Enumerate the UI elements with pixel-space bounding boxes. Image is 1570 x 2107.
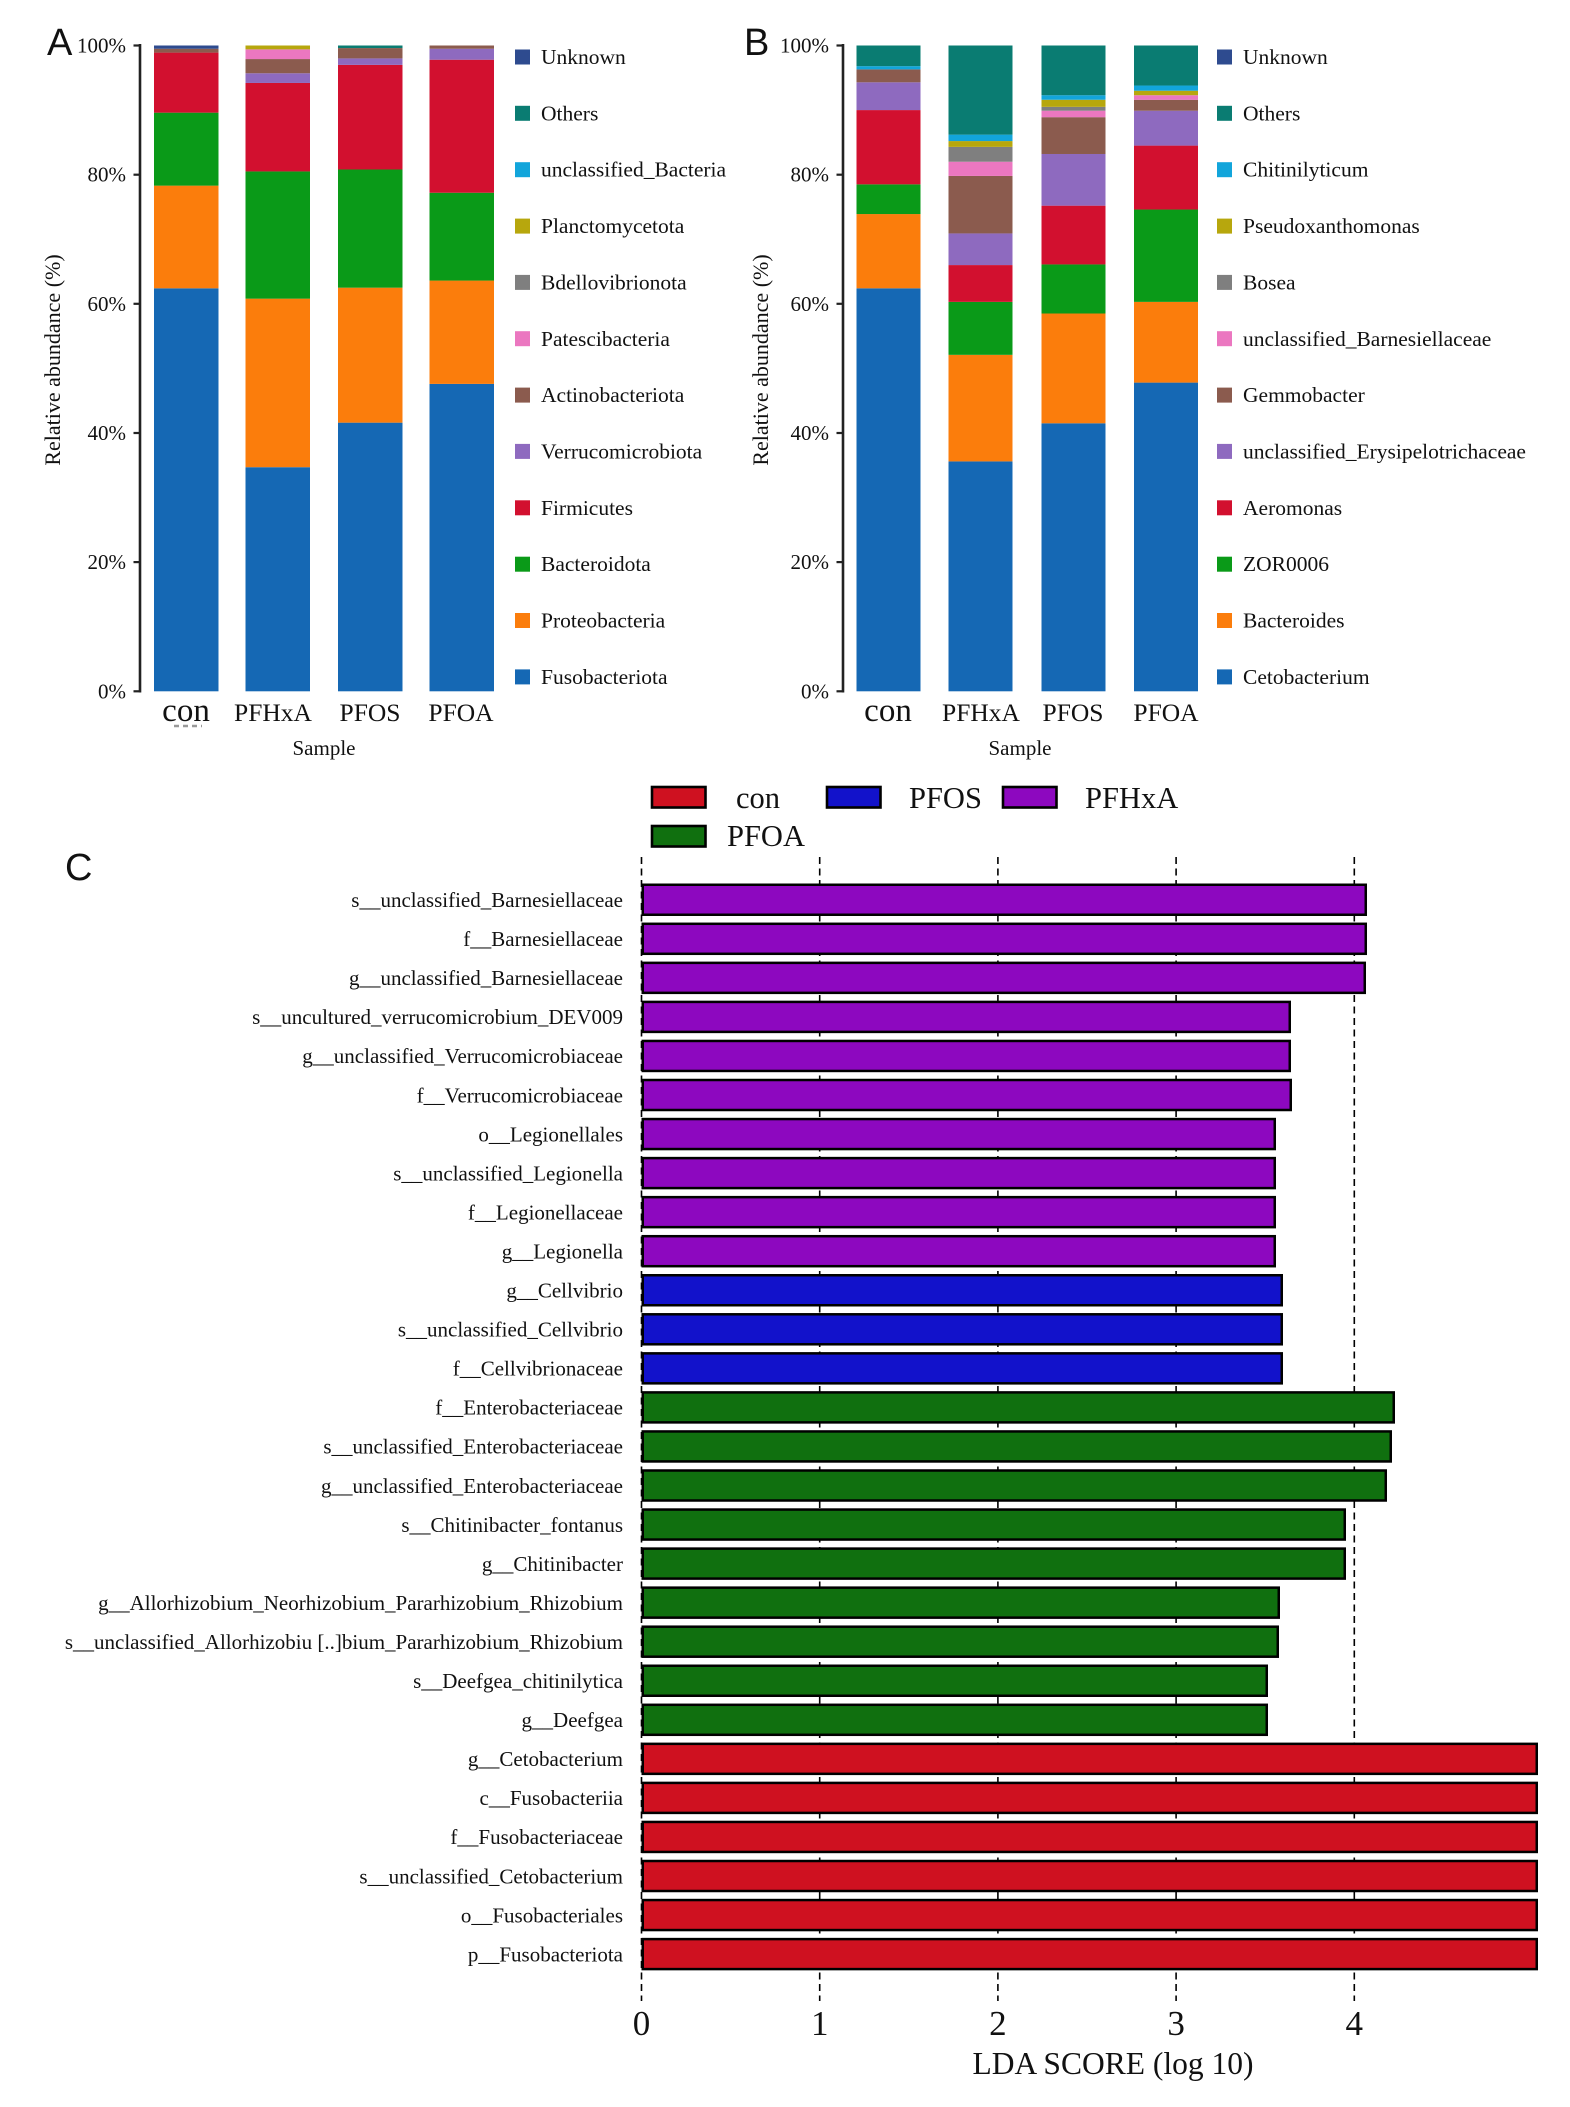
svg-text:f__Enterobacteriaceae: f__Enterobacteriaceae (435, 1396, 623, 1420)
svg-text:p__Fusobacteriota: p__Fusobacteriota (468, 1942, 624, 1966)
svg-text:o__Fusobacteriales: o__Fusobacteriales (461, 1903, 623, 1927)
svg-text:Chitinilyticum: Chitinilyticum (1243, 158, 1369, 182)
svg-text:Patescibacteria: Patescibacteria (541, 327, 670, 351)
svg-text:20%: 20% (88, 550, 127, 574)
svg-text:Cetobacterium: Cetobacterium (1243, 665, 1370, 689)
svg-text:f__Legionellaceae: f__Legionellaceae (468, 1200, 623, 1224)
svg-text:con: con (864, 693, 912, 729)
svg-text:20%: 20% (791, 550, 830, 574)
svg-text:Proteobacteria: Proteobacteria (541, 609, 666, 633)
svg-text:Aeromonas: Aeromonas (1243, 496, 1342, 520)
svg-text:f__Cellvibrionaceae: f__Cellvibrionaceae (453, 1357, 623, 1381)
svg-text:C: C (65, 847, 92, 889)
svg-text:40%: 40% (88, 421, 127, 445)
svg-text:g__unclassified_Verrucomicrobi: g__unclassified_Verrucomicrobiaceae (302, 1044, 623, 1068)
svg-text:g__Cellvibrio: g__Cellvibrio (506, 1279, 623, 1303)
svg-text:Verrucomicrobiota: Verrucomicrobiota (541, 439, 703, 463)
svg-text:Others: Others (541, 101, 598, 125)
svg-text:s__unclassified_Allorhizobiu [: s__unclassified_Allorhizobiu [..]bium_Pa… (65, 1630, 623, 1654)
svg-text:s__unclassified_Legionella: s__unclassified_Legionella (393, 1161, 623, 1185)
svg-text:PFOS: PFOS (909, 781, 982, 815)
svg-text:Actinobacteriota: Actinobacteriota (541, 383, 685, 407)
svg-text:100%: 100% (780, 34, 829, 58)
svg-text:Relative abundance (%): Relative abundance (%) (40, 254, 65, 465)
svg-text:s__unclassified_Enterobacteria: s__unclassified_Enterobacteriaceae (323, 1435, 623, 1459)
svg-text:Unknown: Unknown (1243, 45, 1328, 69)
svg-text:A: A (47, 22, 73, 64)
svg-text:3: 3 (1167, 2004, 1185, 2043)
svg-text:PFHxA: PFHxA (942, 698, 1021, 727)
svg-text:s__Deefgea_chitinilytica: s__Deefgea_chitinilytica (413, 1669, 624, 1693)
svg-text:40%: 40% (791, 421, 830, 445)
svg-text:LDA SCORE (log 10): LDA SCORE (log 10) (973, 2046, 1254, 2081)
svg-text:Pseudoxanthomonas: Pseudoxanthomonas (1243, 214, 1420, 238)
svg-text:PFOA: PFOA (727, 819, 805, 853)
svg-text:80%: 80% (791, 163, 830, 187)
svg-text:Bacteroidota: Bacteroidota (541, 552, 651, 576)
svg-text:f__Verrucomicrobiaceae: f__Verrucomicrobiaceae (417, 1083, 623, 1107)
svg-text:unclassified_Bacteria: unclassified_Bacteria (541, 158, 727, 182)
svg-text:g__Chitinibacter: g__Chitinibacter (482, 1552, 623, 1576)
svg-text:Unknown: Unknown (541, 45, 626, 69)
svg-text:2: 2 (989, 2004, 1007, 2043)
svg-text:PFHxA: PFHxA (1085, 781, 1178, 815)
svg-text:Bosea: Bosea (1243, 270, 1296, 294)
svg-text:unclassified_Erysipelotrichace: unclassified_Erysipelotrichaceae (1243, 439, 1526, 463)
svg-text:PFOA: PFOA (428, 698, 494, 727)
svg-text:0: 0 (633, 2004, 651, 2043)
svg-text:g__unclassified_Barnesiellacea: g__unclassified_Barnesiellaceae (349, 966, 623, 990)
svg-text:f__Barnesiellaceae: f__Barnesiellaceae (463, 927, 623, 951)
svg-text:g__Allorhizobium_Neorhizobium_: g__Allorhizobium_Neorhizobium_Pararhizob… (98, 1591, 623, 1615)
svg-text:g__unclassified_Enterobacteria: g__unclassified_Enterobacteriaceae (321, 1474, 623, 1498)
svg-text:s__unclassified_Barnesiellacea: s__unclassified_Barnesiellaceae (351, 888, 623, 912)
svg-text:con: con (736, 781, 780, 815)
svg-text:con: con (162, 693, 210, 729)
svg-text:100%: 100% (77, 34, 126, 58)
svg-text:Fusobacteriota: Fusobacteriota (541, 665, 668, 689)
svg-text:PFOS: PFOS (1043, 698, 1104, 727)
svg-text:ZOR0006: ZOR0006 (1243, 552, 1329, 576)
svg-text:60%: 60% (791, 292, 830, 316)
svg-text:Sample: Sample (989, 736, 1052, 760)
svg-text:s__unclassified_Cetobacterium: s__unclassified_Cetobacterium (359, 1864, 623, 1888)
svg-text:0%: 0% (801, 679, 829, 703)
svg-text:B: B (744, 22, 769, 64)
svg-text:60%: 60% (88, 292, 127, 316)
svg-text:PFOS: PFOS (340, 698, 401, 727)
svg-text:4: 4 (1346, 2004, 1364, 2043)
svg-text:1: 1 (811, 2004, 829, 2043)
svg-text:g__Deefgea: g__Deefgea (522, 1708, 624, 1732)
svg-text:PFHxA: PFHxA (234, 698, 313, 727)
svg-text:Sample: Sample (293, 736, 356, 760)
svg-text:PFOA: PFOA (1133, 698, 1199, 727)
svg-text:o__Legionellales: o__Legionellales (478, 1122, 623, 1146)
svg-text:Others: Others (1243, 101, 1300, 125)
svg-text:Relative abundance (%): Relative abundance (%) (748, 254, 773, 465)
svg-text:f__Fusobacteriaceae: f__Fusobacteriaceae (450, 1825, 623, 1849)
svg-text:unclassified_Barnesiellaceae: unclassified_Barnesiellaceae (1243, 327, 1491, 351)
svg-text:Firmicutes: Firmicutes (541, 496, 633, 520)
svg-text:Planctomycetota: Planctomycetota (541, 214, 685, 238)
svg-text:g__Legionella: g__Legionella (502, 1239, 624, 1263)
svg-text:Bdellovibrionota: Bdellovibrionota (541, 270, 687, 294)
svg-text:g__Cetobacterium: g__Cetobacterium (468, 1747, 623, 1771)
svg-text:Bacteroides: Bacteroides (1243, 609, 1345, 633)
svg-text:0%: 0% (98, 679, 126, 703)
svg-text:s__uncultured_verrucomicrobium: s__uncultured_verrucomicrobium_DEV009 (252, 1005, 623, 1029)
svg-text:c__Fusobacteriia: c__Fusobacteriia (480, 1786, 624, 1810)
svg-text:80%: 80% (88, 163, 127, 187)
svg-text:s__Chitinibacter_fontanus: s__Chitinibacter_fontanus (401, 1513, 623, 1537)
svg-text:Gemmobacter: Gemmobacter (1243, 383, 1365, 407)
svg-text:s__unclassified_Cellvibrio: s__unclassified_Cellvibrio (398, 1318, 623, 1342)
